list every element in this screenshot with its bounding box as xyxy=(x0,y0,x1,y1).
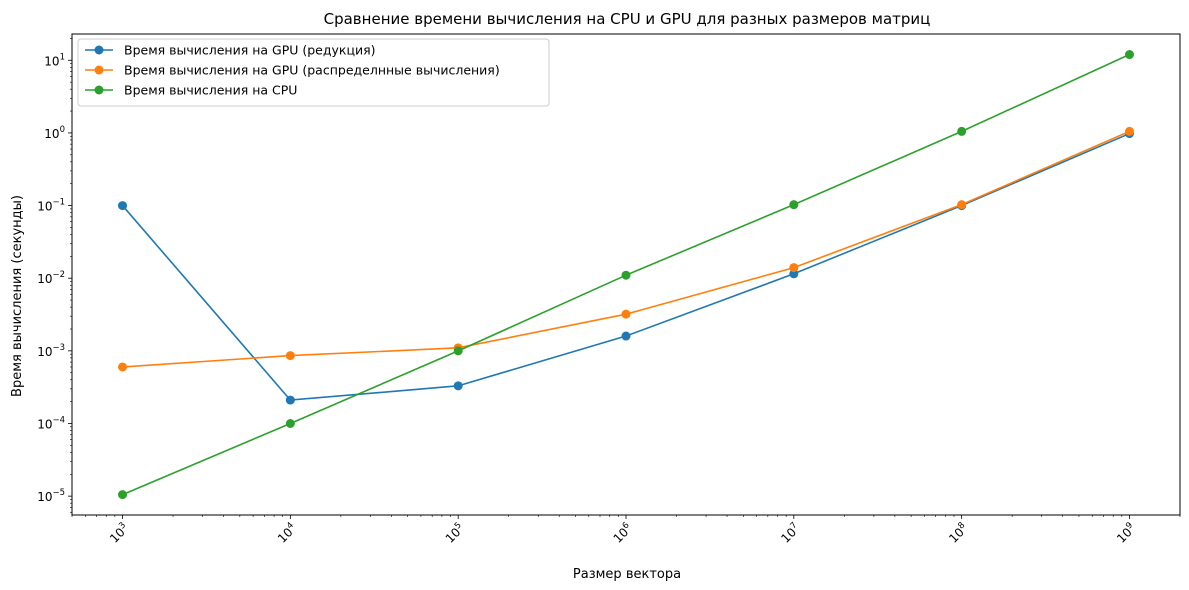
y-tick-label: 10−1 xyxy=(37,198,65,214)
legend-label: Время вычисления на CPU xyxy=(124,83,297,98)
data-point xyxy=(621,309,631,319)
data-point xyxy=(789,263,799,273)
series-2 xyxy=(118,126,1134,372)
chart-title: Сравнение времени вычисления на CPU и GP… xyxy=(324,10,931,28)
legend-item: Время вычисления на GPU (распределнные в… xyxy=(85,63,500,78)
data-point xyxy=(118,362,128,372)
data-point xyxy=(285,418,295,428)
data-point xyxy=(118,490,128,500)
x-axis-label: Размер вектора xyxy=(573,567,681,582)
legend-marker xyxy=(94,85,104,95)
legend-box xyxy=(77,38,550,107)
legend-marker xyxy=(94,45,104,55)
legend-marker xyxy=(94,65,104,75)
series-3 xyxy=(118,50,1134,500)
y-tick-label: 10−5 xyxy=(37,488,65,504)
y-tick-label: 100 xyxy=(44,125,65,141)
data-point xyxy=(453,346,463,356)
data-point xyxy=(789,269,799,279)
data-point xyxy=(957,126,967,136)
data-point xyxy=(1124,126,1134,136)
legend-item: Время вычисления на CPU xyxy=(85,83,297,98)
data-point xyxy=(1124,50,1134,60)
y-tick-label: 10−3 xyxy=(37,343,65,359)
data-point xyxy=(957,200,967,210)
y-tick-label: 101 xyxy=(44,52,65,68)
x-axis: 103 104 105 106 107 108 109 xyxy=(71,515,1181,546)
y-axis-label: Время вычисления (секунды) xyxy=(10,195,25,397)
data-point xyxy=(285,395,295,405)
data-point xyxy=(621,270,631,280)
data-point xyxy=(789,200,799,210)
data-point xyxy=(621,331,631,341)
series-layer xyxy=(118,50,1134,500)
legend: Время вычисления на GPU (редукция) Время … xyxy=(77,38,550,107)
y-tick-label: 10−4 xyxy=(37,415,65,431)
legend-item: Время вычисления на GPU (редукция) xyxy=(85,43,375,58)
data-point xyxy=(285,351,295,361)
legend-label: Время вычисления на GPU (редукция) xyxy=(124,43,375,58)
data-point xyxy=(453,381,463,391)
legend-label: Время вычисления на GPU (распределнные в… xyxy=(124,63,500,78)
data-point xyxy=(118,201,128,211)
y-tick-label: 10−2 xyxy=(37,270,65,286)
y-axis: 10−5 10−4 10−3 10−2 10−1 100 101 xyxy=(37,38,72,513)
